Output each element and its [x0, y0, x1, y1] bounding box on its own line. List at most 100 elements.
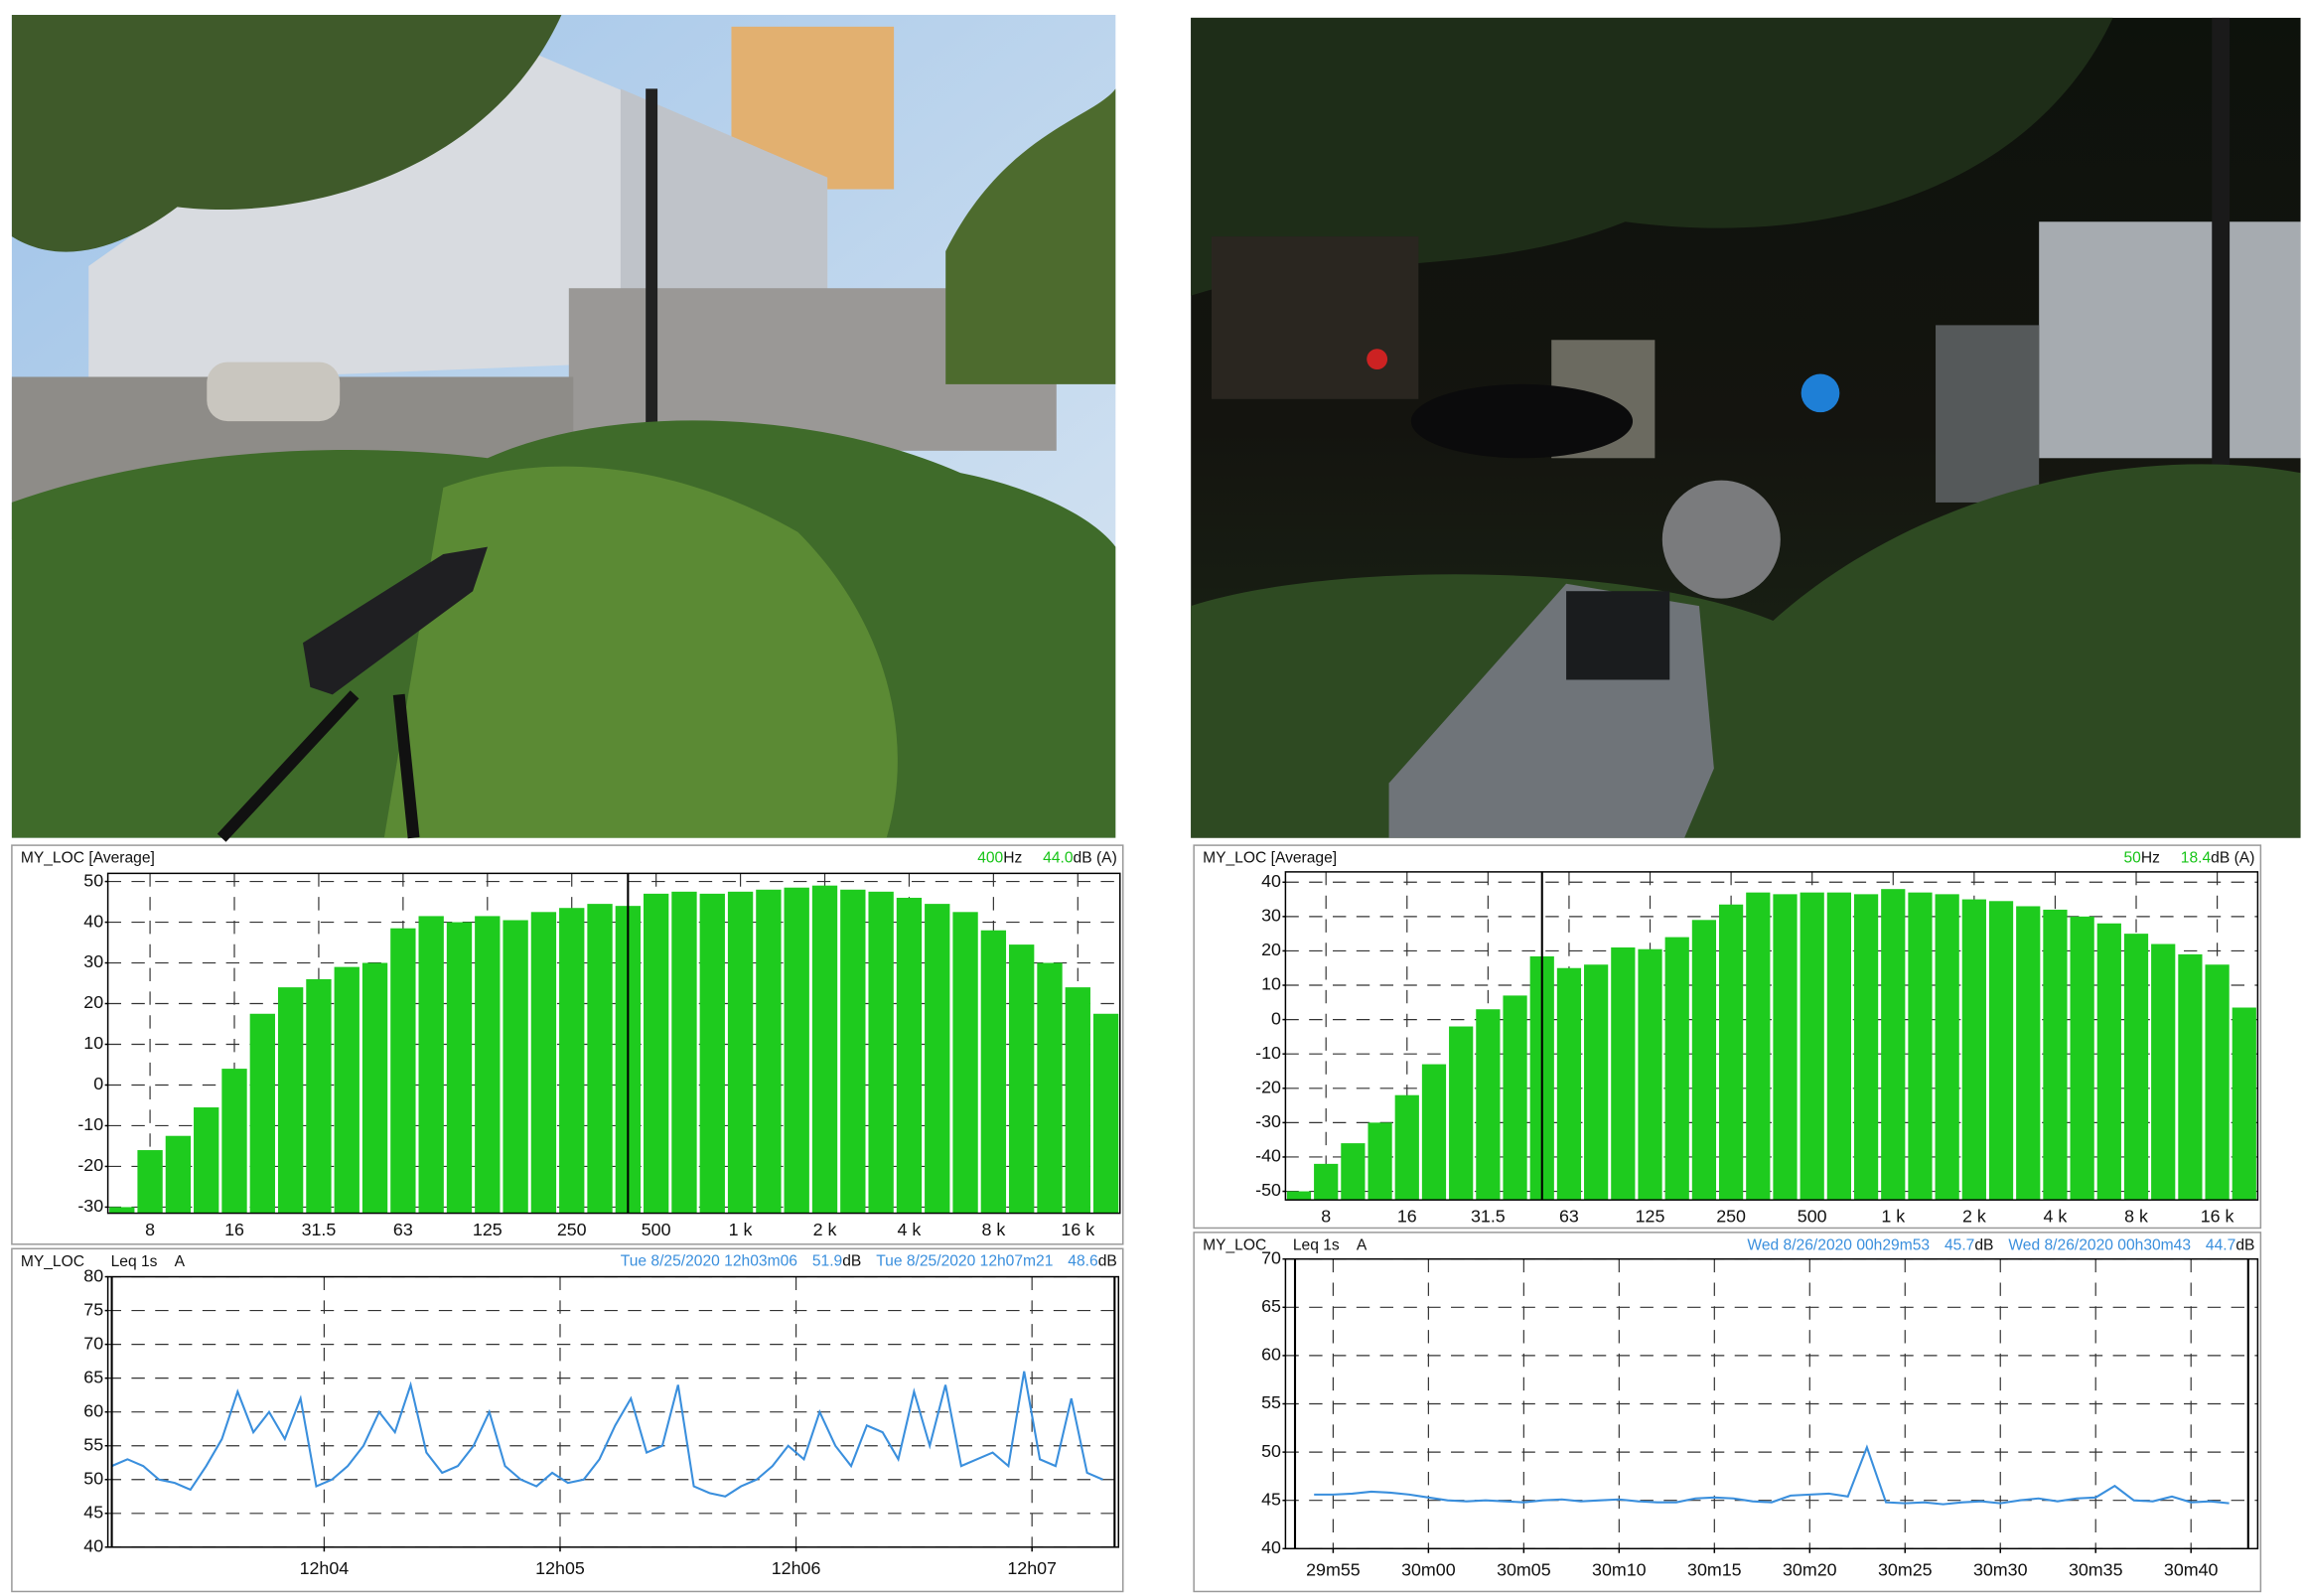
weighting: A — [175, 1253, 186, 1270]
cursor-level: 45.7 — [1945, 1236, 1974, 1253]
bar — [2070, 916, 2094, 1201]
bar — [1009, 944, 1035, 1214]
weighting: A — [1357, 1236, 1368, 1253]
bar — [587, 904, 613, 1214]
bar — [1664, 937, 1689, 1201]
y-tick-label: 10 — [1261, 974, 1281, 994]
x-tick-label: 4 k — [898, 1220, 922, 1239]
bar — [811, 885, 838, 1214]
bar — [756, 889, 782, 1214]
bar — [1853, 894, 1879, 1201]
bar — [530, 912, 557, 1214]
bar — [2016, 906, 2041, 1201]
y-tick-label: 75 — [83, 1299, 103, 1319]
cursor-level: 44.7 — [2206, 1236, 2235, 1253]
bar — [1065, 987, 1090, 1214]
bar — [868, 891, 894, 1214]
bar — [1314, 1163, 1339, 1201]
cursor-level: 51.9 — [812, 1253, 842, 1270]
x-tick-label: 63 — [1559, 1207, 1579, 1227]
x-tick-label: 12h06 — [772, 1558, 821, 1578]
bar — [1037, 962, 1063, 1214]
y-tick-label: -10 — [77, 1114, 103, 1134]
bar — [1341, 1143, 1366, 1201]
bar — [952, 912, 978, 1214]
y-tick-label: 40 — [1261, 1537, 1281, 1557]
x-tick-label: 125 — [473, 1220, 503, 1239]
cursor-frequency: 400 — [977, 850, 1003, 867]
cursor-unit: dB — [1974, 1236, 1993, 1253]
x-tick-label: 30m05 — [1497, 1559, 1551, 1579]
y-tick-label: 30 — [1261, 906, 1281, 926]
level-line — [111, 1371, 1103, 1498]
x-tick-label: 16 k — [2201, 1207, 2234, 1227]
x-tick-label: 1 k — [1881, 1207, 1905, 1227]
bar — [277, 987, 304, 1214]
cursor-time: Wed 8/26/2020 00h30m43 — [2008, 1236, 2191, 1253]
x-tick-label: 2 k — [813, 1220, 837, 1239]
x-tick-label: 29m55 — [1306, 1559, 1361, 1579]
bar — [1718, 904, 1744, 1201]
plot-frame — [106, 1275, 1120, 1548]
panel-frame — [1193, 1232, 2262, 1593]
x-tick-label: 30m20 — [1783, 1559, 1837, 1579]
y-tick-label: 60 — [1261, 1345, 1281, 1365]
x-tick-label: 8 k — [2124, 1207, 2148, 1227]
bar — [1961, 899, 1986, 1201]
y-tick-label: -30 — [1255, 1111, 1281, 1131]
bar — [1908, 892, 1933, 1201]
chart-title: MY_LOC [Average] — [21, 850, 155, 867]
chart-panel: Tue 8/25/2020 12h03m06 51.9dB Tue 8/25/202… — [11, 1247, 1124, 1593]
bar — [840, 889, 866, 1214]
x-tick-label: 125 — [1636, 1207, 1665, 1227]
y-tick-label: 40 — [83, 1536, 103, 1556]
bar — [1746, 892, 1771, 1201]
chart-panel: 400Hz 44.0dB (A)MY_LOC [Average]-30-20-10… — [11, 844, 1124, 1245]
y-tick-label: 70 — [1261, 1247, 1281, 1267]
y-tick-label: 0 — [1271, 1008, 1281, 1028]
bar — [334, 966, 360, 1214]
chart-title: MY_LOC — [21, 1253, 84, 1270]
x-tick-label: 30m00 — [1401, 1559, 1456, 1579]
x-tick-label: 8 — [145, 1220, 155, 1239]
night-photo — [1191, 17, 2301, 838]
x-tick-label: 2 k — [1962, 1207, 1986, 1227]
bar — [1556, 967, 1582, 1201]
x-tick-label: 8 k — [981, 1220, 1005, 1239]
y-tick-label: -20 — [1255, 1078, 1281, 1097]
y-tick-label: 40 — [83, 911, 103, 931]
bar — [1773, 894, 1798, 1201]
bar — [896, 897, 923, 1214]
bar — [727, 891, 754, 1214]
measure: Leq 1s — [1293, 1236, 1340, 1253]
cursor-unit: dB — [1098, 1253, 1117, 1270]
bar — [475, 916, 501, 1214]
cursor-level: 48.6 — [1068, 1253, 1097, 1270]
x-tick-label: 250 — [557, 1220, 587, 1239]
chart-title: MY_LOC [Average] — [1203, 850, 1337, 867]
bar — [109, 1207, 135, 1214]
bar — [165, 1135, 192, 1214]
bar — [1638, 948, 1662, 1201]
plot-frame — [1284, 871, 2259, 1201]
x-tick-label: 16 — [1397, 1207, 1417, 1227]
cursor-level: 18.4 — [2181, 850, 2212, 867]
day-photo — [11, 14, 1116, 842]
bar — [1881, 889, 1906, 1201]
bar — [1988, 901, 2014, 1201]
y-tick-label: 60 — [83, 1400, 103, 1420]
x-tick-label: 4 k — [2044, 1207, 2068, 1227]
x-tick-label: 30m30 — [1973, 1559, 2028, 1579]
bar — [249, 1013, 275, 1214]
bar — [1476, 1009, 1501, 1201]
y-tick-label: 55 — [1261, 1392, 1281, 1412]
y-tick-label: -10 — [1255, 1043, 1281, 1063]
bar — [1286, 1191, 1312, 1201]
x-tick-label: 30m40 — [2164, 1559, 2219, 1579]
x-tick-label: 31.5 — [1471, 1207, 1506, 1227]
bar — [418, 916, 444, 1214]
cursor-time: Tue 8/25/2020 12h07m21 — [876, 1253, 1053, 1270]
y-tick-label: 45 — [83, 1503, 103, 1523]
x-tick-label: 500 — [642, 1220, 671, 1239]
cursor-level: 44.0 — [1043, 850, 1074, 867]
